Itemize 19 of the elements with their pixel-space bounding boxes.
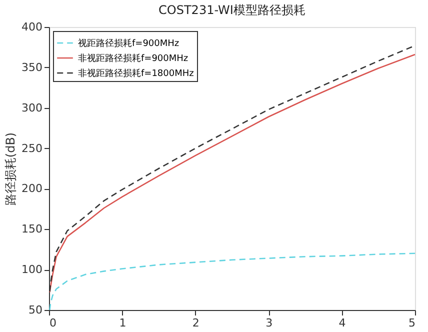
y-tick-label: 150 — [22, 222, 42, 236]
x-tick-label: 3 — [266, 316, 273, 330]
y-tick-label: 100 — [22, 263, 42, 276]
x-tick-label: 2 — [192, 316, 200, 330]
y-tick-label: 350 — [22, 60, 42, 74]
y-axis-title: 路径损耗(dB) — [4, 132, 18, 206]
legend-label: 非视距路径损耗f=1800MHz — [78, 68, 194, 79]
x-tick-label: 4 — [338, 316, 346, 330]
x-tick-label: 5 — [408, 316, 416, 330]
y-tick-label: 250 — [22, 142, 42, 155]
legend-label: 视距路径损耗f=900MHz — [78, 38, 180, 49]
x-tick-label: 1 — [119, 316, 126, 330]
y-tick-label: 200 — [22, 182, 42, 196]
x-tick-label: 0 — [50, 316, 56, 330]
legend-label: 非视距路径损耗f=900MHz — [78, 53, 188, 64]
y-tick-label: 50 — [28, 304, 42, 316]
chart-title: COST231-WI模型路径损耗 — [158, 3, 306, 17]
y-tick-label: 400 — [22, 20, 42, 34]
y-tick-label: 300 — [22, 101, 42, 114]
